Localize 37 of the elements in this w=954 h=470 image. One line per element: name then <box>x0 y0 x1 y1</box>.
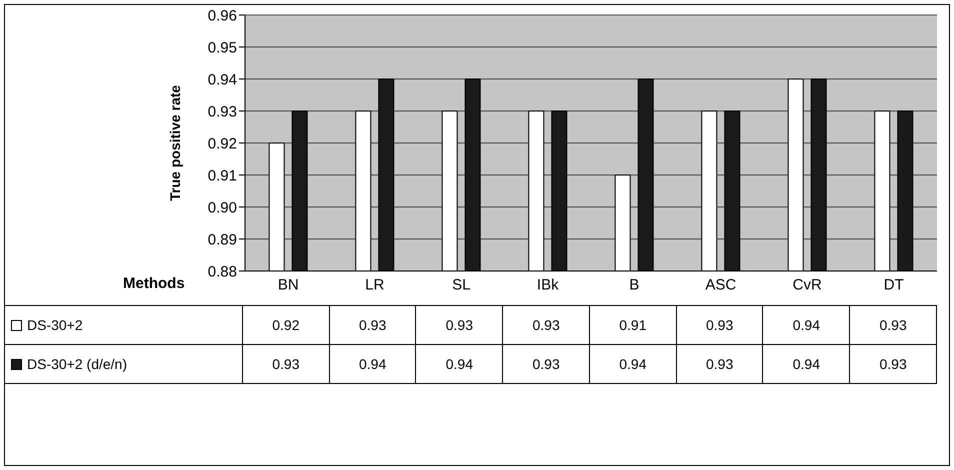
x-tick-label: IBk <box>536 276 560 294</box>
data-label: 0.94 <box>763 345 850 383</box>
data-label: 0.93 <box>330 306 416 344</box>
data-label: 0.93 <box>850 306 937 344</box>
x-tick-label: LR <box>365 276 384 294</box>
data-label: 0.91 <box>590 306 677 344</box>
data-label: 0.93 <box>416 306 504 344</box>
x-tick-label: BN <box>278 276 299 294</box>
data-label: 0.93 <box>676 345 764 383</box>
y-tick-label: 0.96 <box>208 7 237 24</box>
data-label: 0.94 <box>763 306 850 344</box>
data-label: 0.93 <box>503 345 590 383</box>
y-tick-label: 0.94 <box>208 71 237 88</box>
y-tick-label: 0.95 <box>208 39 237 56</box>
data-label: 0.94 <box>330 345 416 383</box>
x-axis-title: Methods <box>123 275 185 292</box>
x-tick-label: SL <box>452 276 470 294</box>
y-axis-title: True positive rate <box>166 84 183 201</box>
x-tick-label: ASC <box>705 276 736 294</box>
data-label: 0.93 <box>850 345 937 383</box>
data-label: 0.94 <box>416 345 504 383</box>
legend-label: DS-30+2 (d/e/n) <box>27 356 127 372</box>
x-tick-label: DT <box>884 276 904 294</box>
data-label: 0.93 <box>676 306 764 344</box>
data-label: 0.92 <box>242 306 330 344</box>
data-label: 0.93 <box>242 345 330 383</box>
y-tick-label: 0.91 <box>208 167 237 184</box>
y-tick-label: 0.89 <box>208 231 237 248</box>
legend-label: DS-30+2 <box>27 317 83 333</box>
y-tick-label: 0.92 <box>208 135 237 152</box>
y-tick-label: 0.93 <box>208 103 237 120</box>
data-label: 0.93 <box>503 306 590 344</box>
x-tick-label: CvR <box>792 276 822 294</box>
y-tick-label: 0.90 <box>208 199 237 216</box>
x-tick-label: B <box>629 276 640 294</box>
y-tick-label: 0.88 <box>208 263 237 280</box>
data-label: 0.94 <box>590 345 677 383</box>
